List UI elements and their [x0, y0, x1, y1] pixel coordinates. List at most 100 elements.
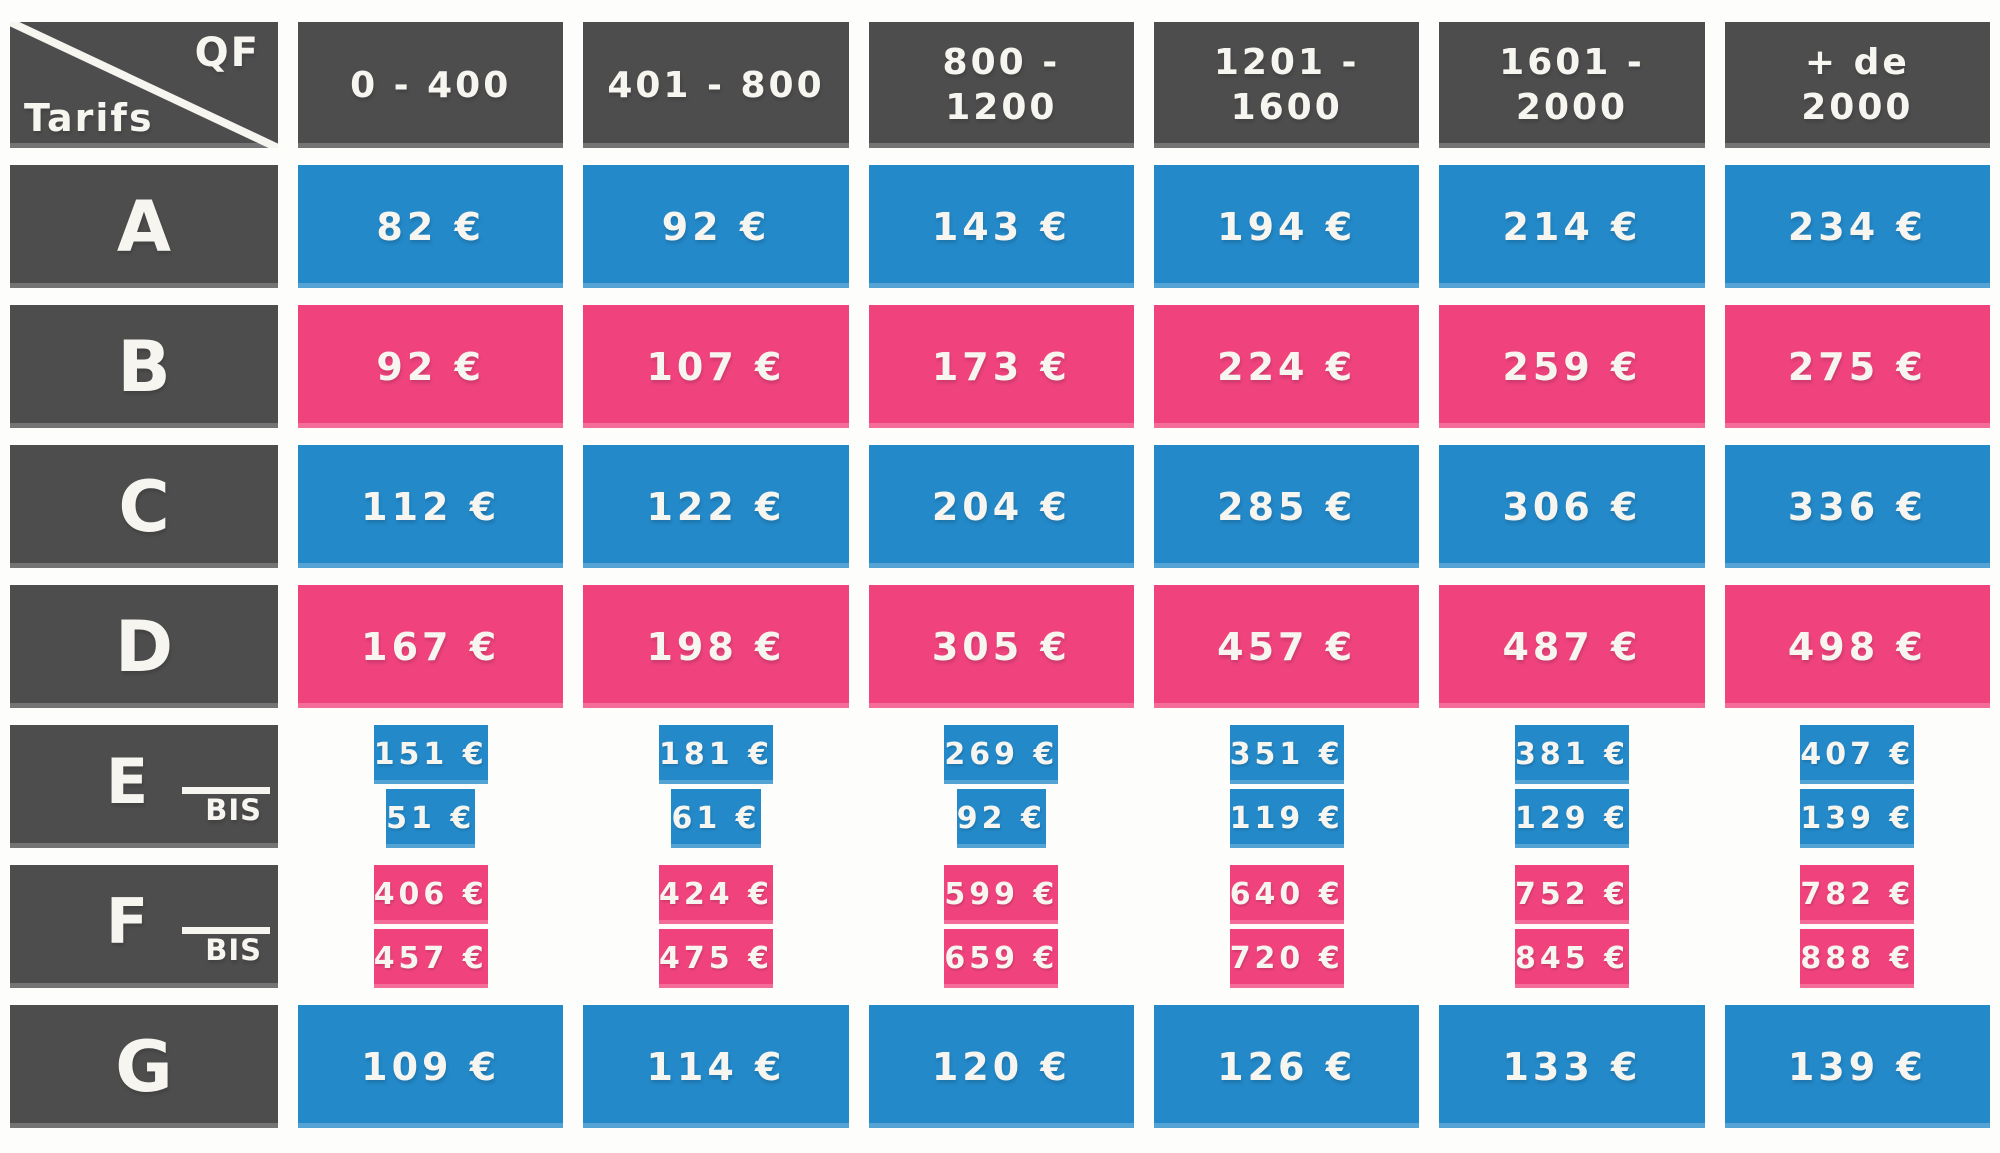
price-cell-ebis-1: 51 €	[386, 789, 476, 848]
tarif-row-header-a: A	[10, 165, 278, 288]
price-cell-a-6-label: 234 €	[1787, 204, 1927, 249]
price-cell-f-5: 752 €	[1515, 865, 1629, 924]
price-cell-c-2-label: 122 €	[646, 484, 786, 529]
price-cell-e-6: 407 €	[1800, 725, 1915, 784]
price-cell-b-5: 259 €	[1439, 305, 1705, 428]
price-cell-f-2: 424 €	[659, 865, 773, 924]
price-cell-a-1-label: 82 €	[376, 204, 485, 249]
price-cell-d-1: 167 €	[298, 585, 564, 708]
price-cell-f-5-label: 752 €	[1515, 877, 1629, 912]
tarif-letter: C	[118, 465, 170, 548]
price-cell-b-2: 107 €	[583, 305, 849, 428]
price-cell-split-f-1: 406 € 457 €	[298, 865, 563, 988]
price-cell-fbis-6: 888 €	[1800, 929, 1915, 988]
price-cell-ebis-5-label: 129 €	[1515, 801, 1629, 836]
price-cell-c-5-label: 306 €	[1502, 484, 1642, 529]
price-cell-g-4-label: 126 €	[1217, 1044, 1357, 1089]
price-cell-a-6: 234 €	[1724, 165, 1990, 288]
price-cell-fbis-6-label: 888 €	[1800, 941, 1915, 976]
price-cell-split-e-2: 181 € 61 €	[583, 725, 848, 848]
price-cell-f-6-label: 782 €	[1800, 877, 1915, 912]
price-cell-split-e-1: 151 € 51 €	[298, 725, 563, 848]
price-cell-b-4: 224 €	[1154, 305, 1420, 428]
price-cell-c-3-label: 204 €	[931, 484, 1071, 529]
price-cell-b-1: 92 €	[298, 305, 564, 428]
price-cell-f-3: 599 €	[944, 865, 1059, 924]
corner-header-cell: QF Tarifs	[10, 22, 278, 148]
price-cell-c-5: 306 €	[1439, 445, 1705, 568]
price-cell-ebis-2-label: 61 €	[671, 801, 761, 836]
price-cell-d-4-label: 457 €	[1217, 624, 1357, 669]
price-cell-d-4: 457 €	[1154, 585, 1420, 708]
tarif-row-header-f: F BIS	[10, 865, 278, 988]
price-cell-d-5-label: 487 €	[1502, 624, 1642, 669]
qf-column-label: 1201 - 1600	[1213, 42, 1360, 128]
price-cell-g-5: 133 €	[1439, 1005, 1705, 1128]
qf-column-header-1: 0 - 400	[298, 22, 564, 148]
bis-label: BIS	[205, 932, 262, 967]
price-cell-fbis-1: 457 €	[373, 929, 488, 988]
price-cell-a-4: 194 €	[1154, 165, 1420, 288]
price-cell-d-6: 498 €	[1724, 585, 1990, 708]
tarif-letter: F	[105, 884, 149, 958]
bis-divider-line	[181, 926, 270, 934]
price-cell-d-3-label: 305 €	[931, 624, 1071, 669]
qf-column-header-6: + de 2000	[1724, 22, 1990, 148]
price-cell-c-3: 204 €	[868, 445, 1134, 568]
price-cell-fbis-4-label: 720 €	[1229, 941, 1344, 976]
price-cell-ebis-2: 61 €	[671, 789, 761, 848]
price-cell-c-1: 112 €	[298, 445, 564, 568]
price-cell-e-5: 381 €	[1515, 725, 1629, 784]
qf-column-label: 800 - 1200	[942, 42, 1061, 128]
price-cell-split-f-2: 424 € 475 €	[583, 865, 848, 988]
price-cell-g-5-label: 133 €	[1502, 1044, 1642, 1089]
price-cell-a-2-label: 92 €	[661, 204, 771, 249]
price-cell-fbis-5: 845 €	[1515, 929, 1629, 988]
price-cell-fbis-5-label: 845 €	[1515, 941, 1629, 976]
price-cell-ebis-5: 129 €	[1515, 789, 1629, 848]
qf-column-label: 401 - 800	[607, 64, 825, 106]
price-cell-e-3-label: 269 €	[944, 737, 1059, 772]
qf-column-header-4: 1201 - 1600	[1154, 22, 1420, 148]
price-cell-split-f-5: 752 € 845 €	[1439, 865, 1704, 988]
price-cell-b-3: 173 €	[868, 305, 1134, 428]
price-cell-split-e-5: 381 € 129 €	[1439, 725, 1704, 848]
price-cell-a-5-label: 214 €	[1502, 204, 1642, 249]
price-cell-g-6: 139 €	[1724, 1005, 1990, 1128]
price-cell-ebis-1-label: 51 €	[386, 801, 476, 836]
price-cell-b-5-label: 259 €	[1502, 344, 1642, 389]
price-cell-b-1-label: 92 €	[376, 344, 485, 389]
price-cell-b-6-label: 275 €	[1787, 344, 1927, 389]
price-cell-fbis-3-label: 659 €	[944, 941, 1059, 976]
price-cell-g-1-label: 109 €	[361, 1044, 501, 1089]
price-cell-d-2: 198 €	[583, 585, 849, 708]
price-cell-c-4-label: 285 €	[1217, 484, 1357, 529]
price-cell-c-1-label: 112 €	[361, 484, 501, 529]
qf-column-header-3: 800 - 1200	[868, 22, 1134, 148]
price-cell-d-1-label: 167 €	[361, 624, 501, 669]
tarif-row-header-d: D	[10, 585, 278, 708]
tarif-row-header-b: B	[10, 305, 278, 428]
qf-column-label: + de 2000	[1801, 42, 1914, 128]
price-cell-ebis-4-label: 119 €	[1229, 801, 1344, 836]
bis-divider-line	[181, 786, 270, 794]
price-cell-ebis-4: 119 €	[1229, 789, 1344, 848]
tarif-letter: E	[105, 744, 149, 818]
tarif-row-header-g: G	[10, 1005, 278, 1128]
price-cell-e-5-label: 381 €	[1515, 737, 1629, 772]
qf-column-header-2: 401 - 800	[583, 22, 849, 148]
corner-qf-label: QF	[194, 30, 260, 76]
price-cell-fbis-1-label: 457 €	[373, 941, 488, 976]
price-cell-e-2-label: 181 €	[659, 737, 773, 772]
price-cell-f-1: 406 €	[373, 865, 488, 924]
price-cell-a-5: 214 €	[1439, 165, 1705, 288]
price-cell-c-6-label: 336 €	[1787, 484, 1927, 529]
price-cell-fbis-4: 720 €	[1229, 929, 1344, 988]
price-cell-ebis-6: 139 €	[1800, 789, 1915, 848]
price-cell-g-2: 114 €	[583, 1005, 849, 1128]
price-cell-g-3: 120 €	[868, 1005, 1134, 1128]
price-cell-c-4: 285 €	[1154, 445, 1420, 568]
price-cell-a-1: 82 €	[298, 165, 564, 288]
price-cell-fbis-2: 475 €	[659, 929, 773, 988]
tarif-letter: G	[115, 1025, 173, 1108]
